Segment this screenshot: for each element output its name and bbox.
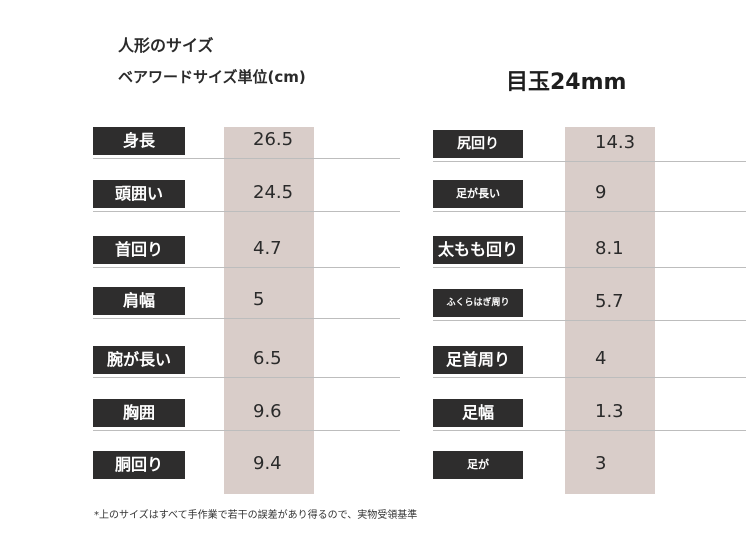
- row-value: 9.6: [253, 401, 282, 422]
- row-label: 首回り: [93, 236, 185, 264]
- row-value: 24.5: [253, 182, 294, 203]
- row-label: 尻回り: [433, 130, 523, 158]
- row-value: 4.7: [253, 238, 282, 259]
- row-value: 8.1: [595, 238, 624, 259]
- row-divider: [433, 161, 746, 162]
- row-divider: [93, 158, 400, 159]
- row-label: 肩幅: [93, 287, 185, 315]
- row-label: 足が: [433, 451, 523, 479]
- row-label: 胸囲: [93, 399, 185, 427]
- row-value: 9: [595, 182, 607, 203]
- row-label: 足幅: [433, 399, 523, 427]
- row-divider: [433, 320, 746, 321]
- page-title: 人形のサイズ: [118, 36, 214, 55]
- row-divider: [93, 318, 400, 319]
- row-divider: [93, 377, 400, 378]
- row-value: 3: [595, 453, 607, 474]
- row-value: 26.5: [253, 129, 294, 150]
- row-divider: [433, 430, 746, 431]
- row-divider: [433, 377, 746, 378]
- row-label: 足首周り: [433, 346, 523, 374]
- eye-size-label: 目玉24mm: [506, 70, 627, 95]
- unit-subtitle: ベアワードサイズ単位(cm): [118, 68, 306, 86]
- row-divider: [93, 430, 400, 431]
- value-column-shade: [224, 127, 314, 494]
- row-divider: [93, 267, 400, 268]
- row-label: 足が長い: [433, 180, 523, 208]
- row-label: 頭囲い: [93, 180, 185, 208]
- row-label: 太もも回り: [433, 236, 523, 264]
- row-value: 4: [595, 348, 607, 369]
- row-divider: [433, 267, 746, 268]
- row-label: 胴回り: [93, 451, 185, 479]
- row-label: ふくらはぎ周り: [433, 289, 523, 317]
- row-value: 14.3: [595, 132, 636, 153]
- row-label: 身長: [93, 127, 185, 155]
- row-value: 5: [253, 289, 265, 310]
- row-value: 6.5: [253, 348, 282, 369]
- row-value: 5.7: [595, 291, 624, 312]
- footnote: *上のサイズはすべて手作業で若干の誤差があり得るので、実物受領基準: [94, 510, 418, 521]
- row-divider: [93, 211, 400, 212]
- row-label: 腕が長い: [93, 346, 185, 374]
- value-column-shade: [565, 127, 655, 494]
- row-divider: [433, 211, 746, 212]
- row-value: 9.4: [253, 453, 282, 474]
- row-value: 1.3: [595, 401, 624, 422]
